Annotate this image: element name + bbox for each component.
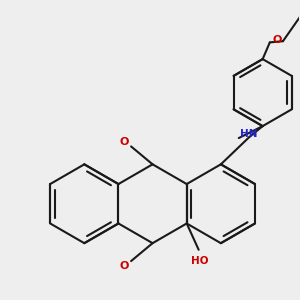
Text: O: O — [119, 136, 129, 147]
Text: O: O — [119, 261, 129, 271]
Text: HO: HO — [191, 256, 208, 266]
Text: HN: HN — [240, 130, 257, 140]
Text: O: O — [272, 35, 282, 45]
